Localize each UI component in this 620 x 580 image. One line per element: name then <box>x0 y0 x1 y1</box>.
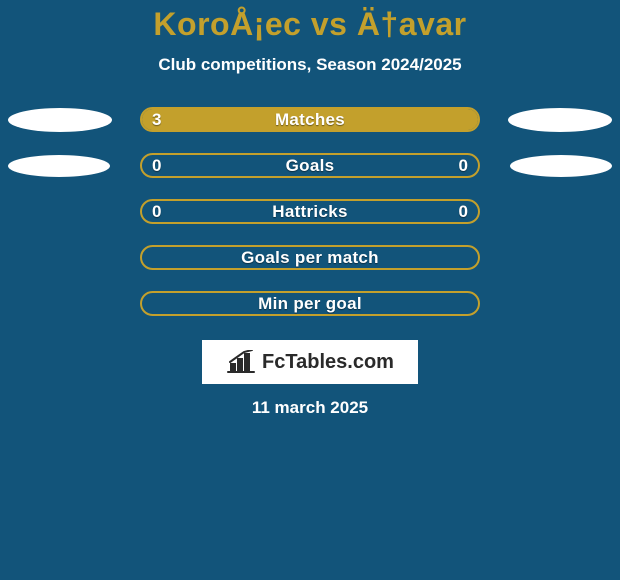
date-label: 11 march 2025 <box>0 398 620 418</box>
stat-row: Goals per match <box>0 245 620 270</box>
stat-pill: Min per goal <box>140 291 480 316</box>
page-title: KoroÅ¡ec vs Ä†avar <box>0 0 620 43</box>
stat-row: Min per goal <box>0 291 620 316</box>
left-ellipse-icon <box>8 155 110 177</box>
stat-rows: 3 Matches 0 0 Goals 0 0 Hattricks Goals per matc… <box>0 107 620 316</box>
subtitle: Club competitions, Season 2024/2025 <box>0 55 620 75</box>
left-ellipse-icon <box>8 108 112 132</box>
stat-row: 0 0 Hattricks <box>0 199 620 224</box>
stat-row: 3 Matches <box>0 107 620 132</box>
stat-label: Matches <box>275 110 345 130</box>
stat-right-value: 0 <box>459 156 468 176</box>
stat-right-value: 0 <box>459 202 468 222</box>
stat-left-value: 0 <box>152 202 161 222</box>
stat-left-value: 0 <box>152 156 161 176</box>
stat-row: 0 0 Goals <box>0 153 620 178</box>
brand-chart-icon <box>226 350 256 374</box>
stat-label: Min per goal <box>258 294 362 314</box>
stat-pill: Goals per match <box>140 245 480 270</box>
stat-label: Goals per match <box>241 248 379 268</box>
brand-badge: FcTables.com <box>202 340 418 384</box>
stat-pill: 0 0 Hattricks <box>140 199 480 224</box>
right-ellipse-icon <box>508 108 612 132</box>
stat-pill: 3 Matches <box>140 107 480 132</box>
comparison-card: KoroÅ¡ec vs Ä†avar Club competitions, Se… <box>0 0 620 580</box>
stat-label: Hattricks <box>272 202 347 222</box>
stat-label: Goals <box>286 156 335 176</box>
stat-pill: 0 0 Goals <box>140 153 480 178</box>
brand-text: FcTables.com <box>262 351 394 374</box>
stat-left-value: 3 <box>152 110 161 130</box>
right-ellipse-icon <box>510 155 612 177</box>
